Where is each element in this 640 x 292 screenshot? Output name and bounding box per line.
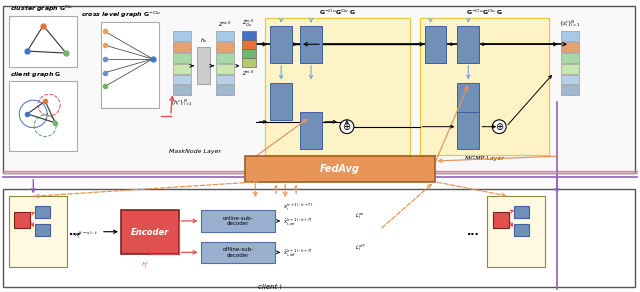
Text: ...: ... <box>467 227 480 237</box>
Bar <box>10 16 77 67</box>
Bar <box>487 197 545 267</box>
Bar <box>458 26 479 63</box>
Bar <box>420 18 549 155</box>
Text: $\oplus$: $\oplus$ <box>495 121 504 132</box>
Bar <box>173 42 191 52</box>
Bar <box>200 210 275 232</box>
Text: $\oplus$: $\oplus$ <box>342 121 351 132</box>
Bar <box>173 53 191 63</box>
Bar <box>101 22 159 108</box>
Bar <box>216 53 234 63</box>
Text: cross level graph $\mathbf{G}^{-Clu}$: cross level graph $\mathbf{G}^{-Clu}$ <box>81 9 161 20</box>
Bar <box>3 189 635 287</box>
Bar <box>561 42 579 52</box>
Bar <box>245 156 435 182</box>
Text: $\mathbf{G}^{-Clu}\mathbf{G}^{Clu}$ $\mathbf{G}$: $\mathbf{G}^{-Clu}\mathbf{G}^{Clu}$ $\ma… <box>319 8 356 17</box>
Bar <box>493 212 509 228</box>
Circle shape <box>340 120 354 133</box>
Text: Encoder: Encoder <box>131 228 169 237</box>
Text: $\theta_{c,i}$: $\theta_{c,i}$ <box>270 178 282 186</box>
Bar <box>35 224 50 236</box>
Bar <box>173 32 191 41</box>
Bar <box>121 210 179 254</box>
Text: MGMP Layer: MGMP Layer <box>318 156 357 161</box>
Text: offline-sub-
decoder: offline-sub- decoder <box>222 247 253 258</box>
Bar <box>200 241 275 263</box>
Text: online-sub-
decoder: online-sub- decoder <box>223 215 253 226</box>
Text: $\hat{x}_{i,off}^{(r+1):(r+T)}$: $\hat{x}_{i,off}^{(r+1):(r+T)}$ <box>283 247 313 258</box>
Bar <box>458 112 479 149</box>
Text: $Z^{in,0}$: $Z^{in,0}$ <box>243 69 255 78</box>
Bar <box>300 112 322 149</box>
Text: $L_i^{off}$: $L_i^{off}$ <box>355 242 366 253</box>
Bar <box>561 75 579 84</box>
Text: $Z^{in,0}_{Clu}$: $Z^{in,0}_{Clu}$ <box>243 17 255 29</box>
Bar <box>216 42 234 52</box>
Bar <box>10 197 67 267</box>
Text: cluster graph $\mathbf{G}^{Clu}$: cluster graph $\mathbf{G}^{Clu}$ <box>10 4 74 14</box>
Bar <box>561 86 579 95</box>
Bar <box>173 64 191 74</box>
Text: $\hat{x}_{i,on}^{(r+1):(r+T)}$: $\hat{x}_{i,on}^{(r+1):(r+T)}$ <box>283 217 313 227</box>
Bar <box>216 32 234 41</box>
Text: client graph $\mathbf{G}$: client graph $\mathbf{G}$ <box>10 69 61 79</box>
Bar <box>561 53 579 63</box>
Circle shape <box>492 120 506 133</box>
Bar <box>14 212 30 228</box>
Text: $\{s_i^t\}_{i=1}^N$: $\{s_i^t\}_{i=1}^N$ <box>559 18 580 29</box>
Bar <box>3 6 635 173</box>
Bar <box>514 206 529 218</box>
Bar <box>561 64 579 74</box>
Bar <box>265 18 410 155</box>
Bar <box>424 26 447 63</box>
Bar <box>243 40 256 49</box>
Bar <box>216 86 234 95</box>
Bar <box>243 58 256 67</box>
Text: MGMP Layer: MGMP Layer <box>465 156 504 161</box>
Text: FedAvg: FedAvg <box>320 164 360 174</box>
Text: $s_i^t$: $s_i^t$ <box>251 176 258 187</box>
Bar <box>35 206 50 218</box>
Text: $h_s$: $h_s$ <box>200 36 207 45</box>
Bar <box>216 75 234 84</box>
Text: $\theta_c$: $\theta_c$ <box>292 177 300 186</box>
Bar <box>10 81 77 151</box>
Text: $Z^{in,0}$: $Z^{in,0}$ <box>218 19 232 29</box>
Bar <box>243 32 256 40</box>
Bar <box>270 83 292 120</box>
Bar <box>243 49 256 58</box>
Text: $L_i^{on}$: $L_i^{on}$ <box>355 211 365 221</box>
Text: $x_i^{(r+1):(r+T)}$: $x_i^{(r+1):(r+T)}$ <box>283 201 314 213</box>
Text: ...: ... <box>68 227 81 237</box>
Bar <box>561 32 579 41</box>
Text: $x_i^{(t-s):t}$: $x_i^{(t-s):t}$ <box>74 230 98 241</box>
Text: $h_i^t$: $h_i^t$ <box>141 260 149 271</box>
Text: client i: client i <box>259 284 282 290</box>
Bar <box>173 75 191 84</box>
Bar <box>458 83 479 120</box>
Text: $\{h_i^c\}_{i=1}^N$: $\{h_i^c\}_{i=1}^N$ <box>170 97 193 108</box>
Bar <box>173 86 191 95</box>
Text: $\mathbf{G}^{-Clu}\mathbf{G}^{Clu}$ $\mathbf{G}$: $\mathbf{G}^{-Clu}\mathbf{G}^{Clu}$ $\ma… <box>466 8 503 17</box>
Bar <box>196 47 211 84</box>
Bar <box>514 224 529 236</box>
Bar <box>300 26 322 63</box>
Text: MaskNode Layer: MaskNode Layer <box>170 149 221 154</box>
Bar <box>270 26 292 63</box>
Bar <box>216 64 234 74</box>
